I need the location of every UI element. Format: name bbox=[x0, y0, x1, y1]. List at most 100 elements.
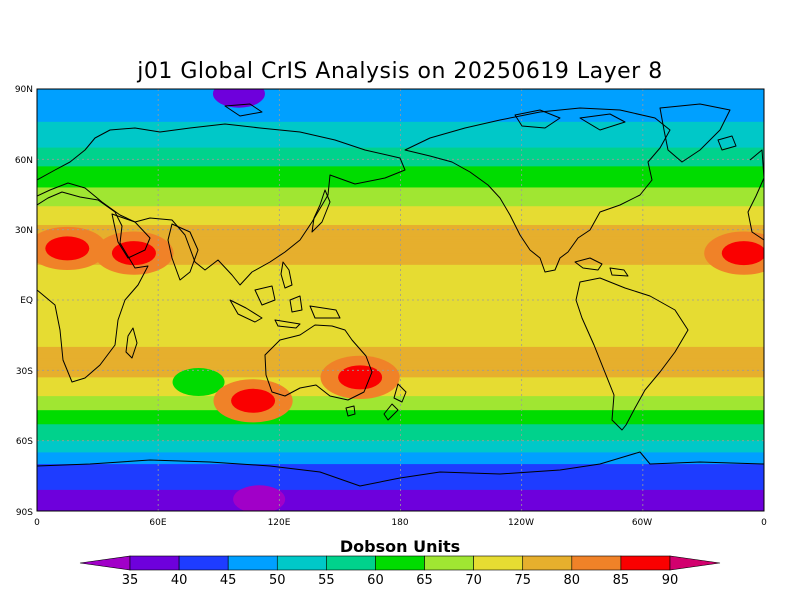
colorbar-segment bbox=[522, 555, 573, 571]
coastline-india bbox=[167, 223, 199, 281]
lat-label: 30N bbox=[15, 226, 33, 236]
field-band bbox=[37, 250, 764, 254]
colorbar-tick-label: 35 bbox=[122, 573, 139, 588]
field-band bbox=[37, 457, 764, 461]
field-band bbox=[37, 304, 764, 308]
field-band bbox=[37, 342, 764, 346]
coastline-greenland bbox=[659, 103, 731, 163]
colorbar-tick-label: 90 bbox=[662, 573, 679, 588]
field-band bbox=[37, 450, 764, 453]
coastline-arabia bbox=[111, 213, 151, 259]
field-band bbox=[37, 506, 764, 510]
ozone-field bbox=[37, 89, 764, 511]
colorbar-tick-label: 45 bbox=[220, 573, 237, 588]
field-band bbox=[37, 382, 764, 385]
latitude-labels: 90N 60N 30N EQ 30S 60S 90S bbox=[15, 85, 33, 518]
lon-label: 120W bbox=[508, 518, 534, 528]
field-band bbox=[37, 421, 764, 425]
lon-label: 0 bbox=[34, 518, 40, 528]
longitude-labels: 0 60E 120E 180 120W 60W 0 bbox=[34, 518, 767, 528]
lon-label: 180 bbox=[391, 518, 408, 528]
field-band bbox=[37, 346, 764, 350]
field-band bbox=[37, 396, 764, 400]
field-band bbox=[37, 489, 764, 493]
field-band bbox=[37, 400, 764, 404]
colorbar-segment bbox=[326, 555, 376, 571]
field-band bbox=[37, 480, 764, 484]
colorbar-segment bbox=[620, 555, 671, 571]
field-band bbox=[37, 264, 764, 268]
coastline-australia bbox=[264, 324, 373, 401]
colorbar-tick-label: 60 bbox=[367, 573, 384, 588]
field-band bbox=[37, 220, 764, 224]
field-band bbox=[37, 185, 764, 189]
coastline-philippines bbox=[280, 261, 293, 289]
field-band bbox=[37, 337, 764, 341]
field-band bbox=[37, 435, 764, 439]
field-band bbox=[37, 114, 764, 118]
field-band bbox=[37, 386, 764, 390]
field-band bbox=[37, 302, 764, 306]
field-band bbox=[37, 300, 764, 303]
field-band bbox=[37, 454, 764, 458]
field-band bbox=[37, 187, 764, 191]
lat-label: 90S bbox=[16, 508, 33, 518]
field-band bbox=[37, 152, 764, 156]
field-maximum bbox=[111, 241, 156, 266]
coastline-iceland bbox=[717, 135, 737, 151]
field-band bbox=[37, 215, 764, 219]
field-band bbox=[37, 475, 764, 479]
field-band bbox=[37, 307, 764, 310]
field-band bbox=[37, 466, 764, 470]
field-band bbox=[37, 461, 764, 465]
colorbar-segment bbox=[424, 555, 474, 571]
field-band bbox=[37, 276, 764, 280]
field-band bbox=[37, 262, 764, 266]
colorbar-low-arrow bbox=[79, 555, 131, 571]
field-band bbox=[37, 419, 764, 423]
field-band bbox=[37, 325, 764, 329]
field-band bbox=[37, 260, 764, 264]
colorbar-tick-label: 75 bbox=[514, 573, 531, 588]
field-band bbox=[37, 321, 764, 325]
coastline-antarctica bbox=[37, 451, 764, 487]
field-band bbox=[37, 100, 764, 104]
coastline-south-america bbox=[575, 277, 689, 431]
field-maximum bbox=[45, 236, 90, 261]
field-band bbox=[37, 492, 764, 496]
field-maximum bbox=[721, 241, 764, 266]
field-band bbox=[37, 246, 764, 250]
field-band bbox=[37, 426, 764, 430]
field-band bbox=[37, 501, 764, 505]
colorbar-tick-label: 85 bbox=[613, 573, 630, 588]
field-band bbox=[37, 485, 764, 489]
field-band bbox=[37, 445, 764, 449]
colorbar-segment bbox=[178, 555, 229, 571]
field-band bbox=[37, 154, 764, 158]
field-band bbox=[37, 145, 764, 149]
field-band bbox=[37, 285, 764, 289]
field-band bbox=[37, 281, 764, 285]
map-frame bbox=[36, 88, 765, 512]
field-band bbox=[37, 91, 764, 95]
field-band bbox=[37, 180, 764, 184]
lon-label: 60E bbox=[149, 518, 166, 528]
field-band bbox=[37, 351, 764, 355]
field-maximum bbox=[338, 365, 383, 390]
lon-label: 0 bbox=[761, 518, 767, 528]
colorbar-segment bbox=[375, 555, 425, 571]
field-band bbox=[37, 121, 764, 125]
field-band bbox=[37, 471, 764, 475]
field-band bbox=[37, 267, 764, 271]
field-band bbox=[37, 140, 764, 144]
coastline-tasmania bbox=[345, 405, 356, 417]
lat-label: 60N bbox=[15, 156, 33, 166]
field-band bbox=[37, 175, 764, 179]
field-band bbox=[37, 335, 764, 339]
field-band bbox=[37, 290, 764, 294]
field-band bbox=[37, 117, 764, 121]
field-band bbox=[37, 135, 764, 139]
colorbar-tick-label: 80 bbox=[564, 573, 581, 588]
lon-label: 60W bbox=[632, 518, 652, 528]
